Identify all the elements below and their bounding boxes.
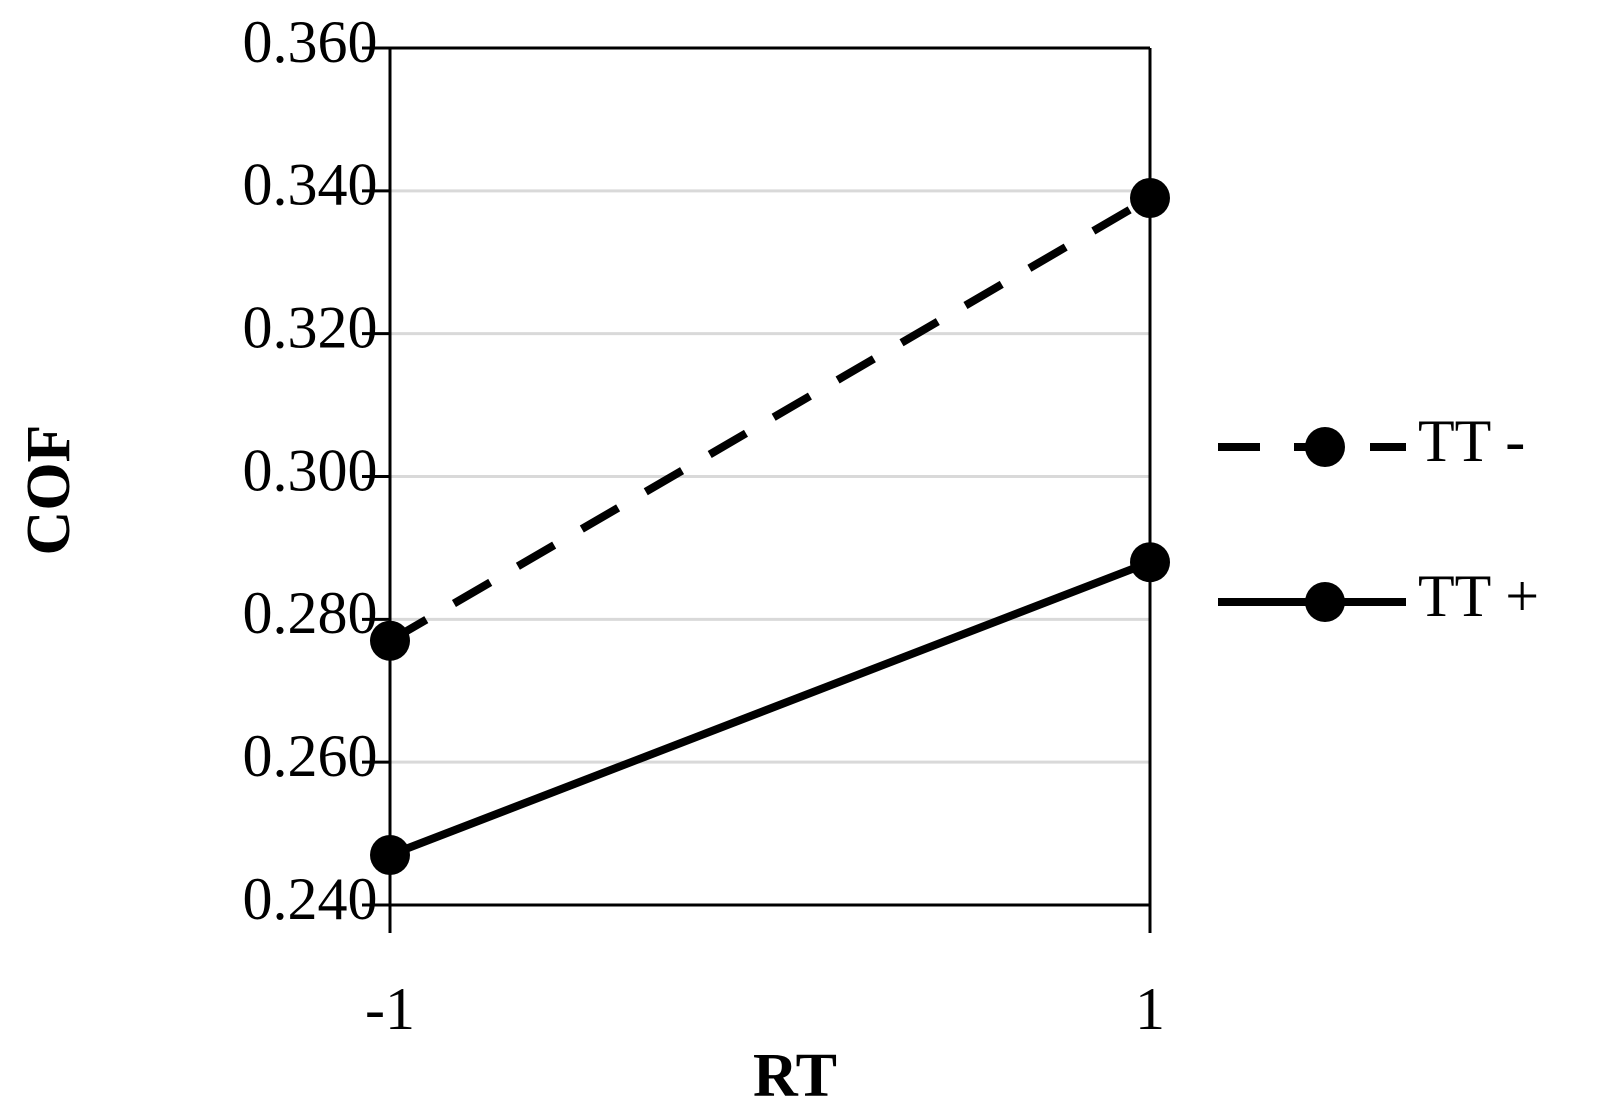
y-tick-label: 0.280 xyxy=(243,580,378,646)
legend-marker xyxy=(1305,427,1345,467)
point xyxy=(1130,177,1170,218)
y-tick-label: 0.300 xyxy=(243,437,378,503)
series-line xyxy=(388,558,1152,859)
x-tick-label: 1 xyxy=(1135,976,1165,1042)
legend-marker xyxy=(1305,582,1345,622)
point xyxy=(1130,542,1170,583)
y-tick-label: 0.240 xyxy=(243,866,378,932)
legend-label: TT + xyxy=(1418,563,1539,629)
y-axis-title: COF xyxy=(15,425,83,556)
y-tick-label: 0.320 xyxy=(243,294,378,360)
y-tick-label: 0.340 xyxy=(243,152,378,218)
series-line xyxy=(387,194,1153,645)
point xyxy=(370,835,410,876)
y-tick-label: 0.260 xyxy=(243,723,378,789)
x-axis-title: RT xyxy=(753,1042,837,1110)
point xyxy=(370,620,410,661)
y-tick-label: 0.360 xyxy=(243,9,378,75)
legend-label: TT - xyxy=(1418,408,1525,474)
x-tick-label: -1 xyxy=(365,976,415,1042)
